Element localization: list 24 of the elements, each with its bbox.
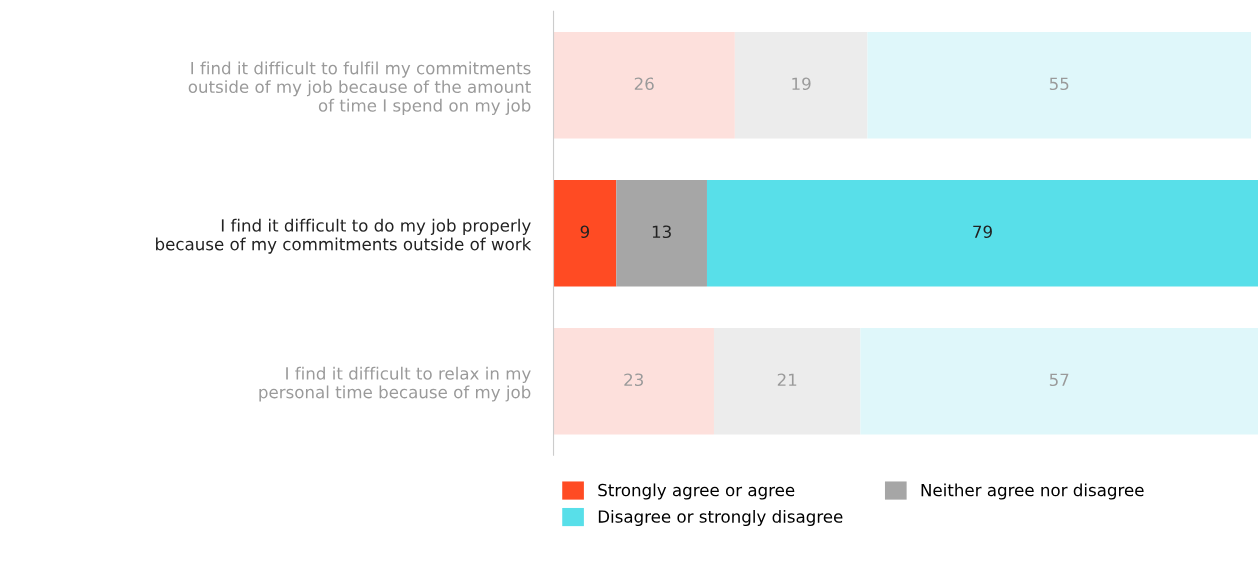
bar (734, 31, 868, 139)
legend-label: Strongly agree or agree (598, 483, 795, 500)
data-label: 79 (973, 225, 992, 239)
data-label: 21 (777, 373, 797, 386)
bar (867, 31, 1252, 139)
bar (860, 327, 1258, 435)
data-label: 23 (624, 373, 643, 387)
bar (713, 327, 861, 435)
data-label: 26 (634, 77, 654, 91)
bar (553, 327, 714, 435)
bar (706, 179, 1258, 287)
data-label: 13 (652, 225, 671, 239)
legend-label: Neither agree nor disagree (921, 483, 1144, 500)
data-label: 57 (1049, 373, 1069, 387)
y-tick-label: I find it difficult to do my job properly because of my commitments outside of work (156, 218, 532, 254)
bar (553, 31, 735, 139)
bar (553, 179, 617, 287)
y-tick-label: I find it difficult to relax in my personal time because of my job (259, 366, 531, 402)
data-label: 9 (580, 225, 590, 239)
data-label: 19 (792, 77, 811, 91)
legend-label: Disagree or strongly disagree (598, 509, 843, 527)
data-label: 55 (1049, 77, 1069, 91)
y-tick-label: I find it difficult to fulfil my commitments outside of my job because of the amount of time I spend on my job (188, 61, 531, 115)
bar (616, 179, 707, 287)
